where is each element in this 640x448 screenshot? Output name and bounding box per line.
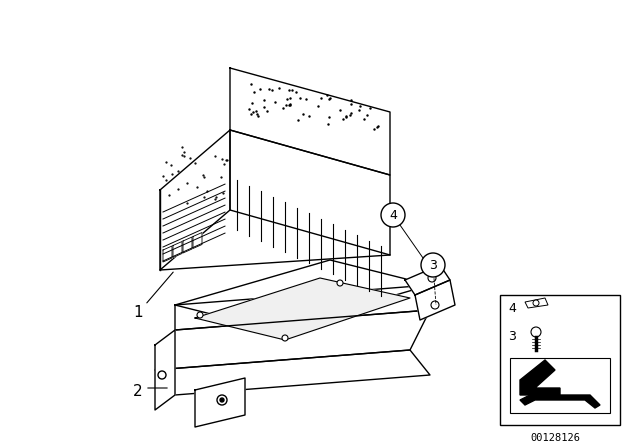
Polygon shape [160, 130, 230, 270]
Circle shape [220, 398, 224, 402]
Circle shape [533, 300, 539, 306]
Bar [510, 358, 610, 413]
Polygon shape [195, 378, 245, 427]
Polygon shape [193, 233, 202, 249]
Polygon shape [175, 285, 430, 330]
Circle shape [197, 312, 203, 318]
Text: 3: 3 [429, 258, 437, 271]
Polygon shape [175, 260, 430, 330]
Polygon shape [155, 350, 430, 395]
Polygon shape [173, 241, 182, 258]
Polygon shape [230, 68, 390, 175]
Polygon shape [405, 265, 450, 295]
Text: 4: 4 [389, 208, 397, 221]
Polygon shape [520, 395, 600, 408]
Polygon shape [195, 278, 410, 340]
Circle shape [282, 335, 288, 341]
Circle shape [428, 274, 436, 282]
Circle shape [381, 203, 405, 227]
Polygon shape [230, 130, 390, 255]
Text: 1: 1 [133, 305, 143, 319]
Circle shape [531, 327, 541, 337]
Circle shape [421, 253, 445, 277]
Polygon shape [415, 280, 455, 320]
Polygon shape [525, 298, 548, 308]
Circle shape [431, 301, 439, 309]
Circle shape [158, 371, 166, 379]
Polygon shape [163, 246, 172, 262]
Polygon shape [155, 330, 175, 410]
Polygon shape [155, 310, 430, 370]
Polygon shape [520, 360, 560, 395]
Text: 4: 4 [508, 302, 516, 314]
Text: 2: 2 [133, 383, 143, 399]
Circle shape [337, 280, 343, 286]
Text: 00128126: 00128126 [530, 433, 580, 443]
Polygon shape [183, 237, 192, 253]
Bar [500, 295, 620, 425]
Text: 3: 3 [508, 329, 516, 343]
Circle shape [217, 395, 227, 405]
